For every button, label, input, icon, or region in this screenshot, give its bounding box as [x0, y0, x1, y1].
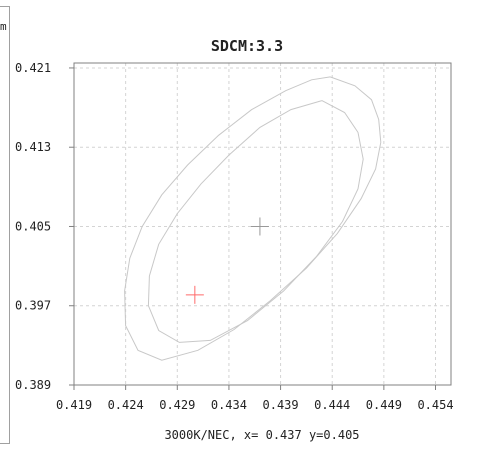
inner-ellipse: [147, 100, 364, 343]
side-panel-edge: [0, 6, 10, 444]
y-tick-label: 0.421: [15, 61, 51, 75]
x-tick-label: 0.434: [211, 398, 247, 412]
x-tick-label: 0.419: [56, 398, 92, 412]
y-tick-label: 0.405: [15, 219, 51, 233]
chart-background: [10, 0, 484, 457]
ellipses: [124, 76, 382, 361]
chart-title: SDCM:3.3: [211, 37, 283, 55]
x-tick-label: 0.454: [417, 398, 453, 412]
x-tick-label: 0.429: [159, 398, 195, 412]
y-tick-label: 0.397: [15, 299, 51, 313]
side-panel-glyph: m: [0, 20, 7, 33]
y-tick-labels: 0.421 0.413 0.405 0.397 0.389: [15, 61, 74, 392]
y-tick-label: 0.413: [15, 140, 51, 154]
plot-area: [73, 62, 452, 386]
x-tick-label: 0.424: [108, 398, 144, 412]
y-tick-label: 0.389: [15, 378, 51, 392]
x-axis-label: 3000K/NEC, x= 0.437 y=0.405: [164, 428, 359, 442]
measured-marker: [185, 285, 204, 304]
center-marker: [250, 217, 269, 236]
markers: [185, 217, 269, 304]
x-tick-label: 0.444: [314, 398, 350, 412]
x-tick-label: 0.439: [263, 398, 299, 412]
x-tick-labels: 0.419 0.424 0.429 0.434 0.439 0.444 0.449 0.454: [56, 385, 454, 412]
x-tick-label: 0.449: [366, 398, 402, 412]
outer-ellipse: [124, 76, 382, 361]
